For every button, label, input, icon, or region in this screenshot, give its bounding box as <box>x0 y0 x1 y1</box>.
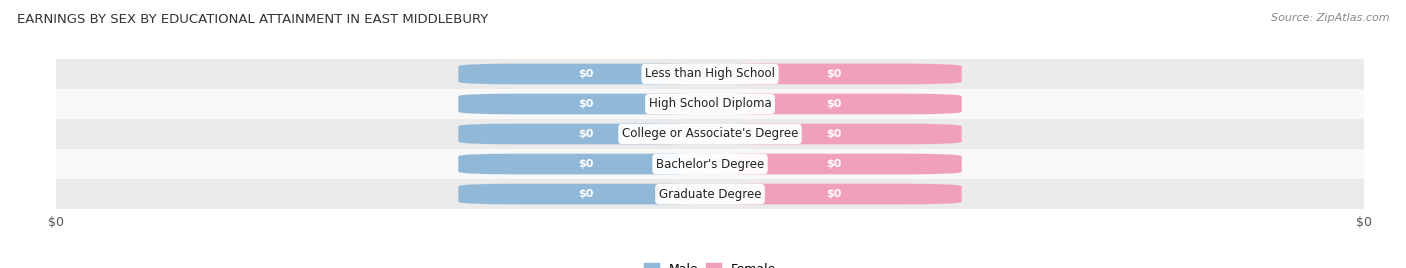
Text: $0: $0 <box>827 159 842 169</box>
Bar <box>56 179 1364 209</box>
Text: High School Diploma: High School Diploma <box>648 98 772 110</box>
Legend: Male, Female: Male, Female <box>638 258 782 268</box>
Text: $0: $0 <box>578 189 593 199</box>
Bar <box>56 119 1364 149</box>
Text: Bachelor's Degree: Bachelor's Degree <box>657 158 763 170</box>
Text: Less than High School: Less than High School <box>645 68 775 80</box>
Text: $0: $0 <box>578 159 593 169</box>
Text: $0: $0 <box>827 69 842 79</box>
Text: $0: $0 <box>827 189 842 199</box>
Text: $0: $0 <box>578 99 593 109</box>
FancyBboxPatch shape <box>707 184 962 204</box>
FancyBboxPatch shape <box>458 154 713 174</box>
Text: $0: $0 <box>827 99 842 109</box>
Bar <box>56 149 1364 179</box>
FancyBboxPatch shape <box>707 124 962 144</box>
Text: Graduate Degree: Graduate Degree <box>659 188 761 200</box>
FancyBboxPatch shape <box>707 94 962 114</box>
Text: EARNINGS BY SEX BY EDUCATIONAL ATTAINMENT IN EAST MIDDLEBURY: EARNINGS BY SEX BY EDUCATIONAL ATTAINMEN… <box>17 13 488 27</box>
Text: $0: $0 <box>578 129 593 139</box>
FancyBboxPatch shape <box>458 184 713 204</box>
FancyBboxPatch shape <box>458 124 713 144</box>
FancyBboxPatch shape <box>707 154 962 174</box>
Bar <box>56 89 1364 119</box>
FancyBboxPatch shape <box>458 64 713 84</box>
FancyBboxPatch shape <box>707 64 962 84</box>
Bar <box>56 59 1364 89</box>
Text: College or Associate's Degree: College or Associate's Degree <box>621 128 799 140</box>
Text: $0: $0 <box>827 129 842 139</box>
Text: Source: ZipAtlas.com: Source: ZipAtlas.com <box>1271 13 1389 23</box>
FancyBboxPatch shape <box>458 94 713 114</box>
Text: $0: $0 <box>578 69 593 79</box>
